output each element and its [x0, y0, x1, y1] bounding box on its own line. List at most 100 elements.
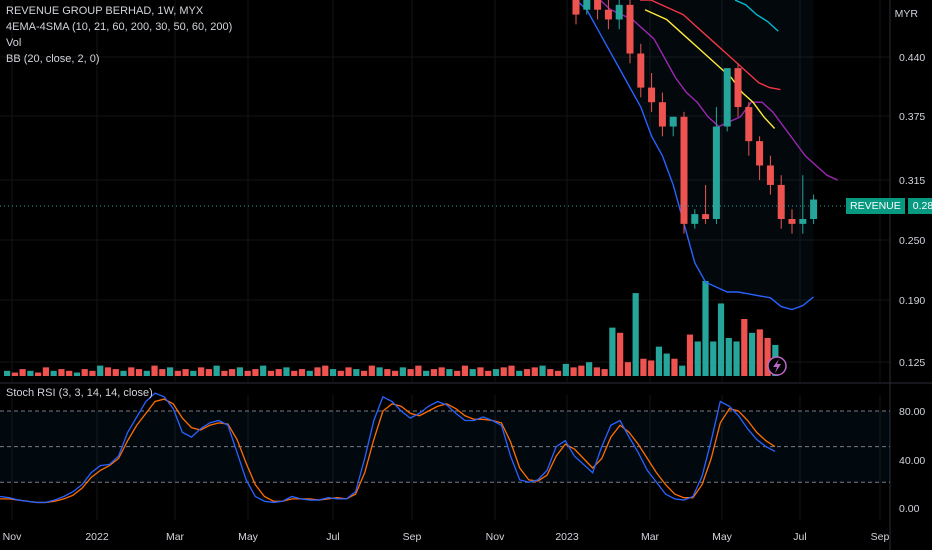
- stoch-rsi-legend[interactable]: Stoch RSI (3, 3, 14, 14, close): [6, 387, 153, 399]
- volume-bar: [89, 370, 96, 376]
- osc-tick-label: 0.00: [899, 503, 920, 515]
- volume-bar: [617, 332, 624, 376]
- volume-bar: [236, 367, 244, 376]
- stoch-d-line: [0, 398, 776, 504]
- volume-bar: [748, 332, 756, 376]
- time-tick-label: Jul: [793, 531, 806, 543]
- volume-bar: [97, 365, 104, 376]
- volume-bar: [42, 367, 50, 376]
- volume-bar: [19, 369, 26, 376]
- price-tick-label: 0.375: [899, 111, 925, 123]
- volume-bar: [314, 367, 321, 376]
- volume-bar: [174, 370, 181, 376]
- volume-bar: [663, 353, 670, 376]
- volume-bar: [35, 372, 42, 376]
- volume-bar: [415, 365, 422, 376]
- time-tick-label: Mar: [641, 531, 660, 543]
- volume-bar: [477, 367, 484, 376]
- volume-bar: [632, 293, 639, 376]
- volume-bar: [213, 365, 220, 376]
- volume-bar: [120, 370, 127, 376]
- candle-body: [745, 107, 753, 142]
- volume-bar: [27, 370, 34, 376]
- volume-bar: [461, 365, 469, 376]
- volume-bar: [586, 362, 593, 376]
- volume-bar: [252, 369, 259, 376]
- time-tick-label: Mar: [166, 531, 185, 543]
- volume-bar: [244, 370, 251, 376]
- volume-bar: [205, 369, 212, 376]
- candle-body: [788, 219, 796, 224]
- volume-bar: [143, 370, 150, 376]
- volume-bar: [523, 369, 531, 376]
- time-tick-label: 2022: [85, 531, 109, 543]
- volume-bar: [578, 365, 585, 376]
- volume-bar: [283, 367, 290, 376]
- osc-tick-label: 40.00: [899, 455, 925, 467]
- candle-body: [669, 116, 677, 127]
- volume-bar: [166, 367, 174, 376]
- volume-bar: [376, 367, 383, 376]
- volume-bar: [112, 369, 119, 376]
- candle-body: [702, 214, 710, 219]
- price-tick-label: 0.250: [899, 235, 925, 247]
- legend-vol[interactable]: Vol: [6, 37, 22, 49]
- volume-bar: [454, 370, 461, 376]
- time-tick-label: 2023: [555, 531, 579, 543]
- volume-bar: [353, 369, 360, 376]
- candle-body: [799, 219, 807, 224]
- volume-bar: [291, 370, 298, 376]
- candle-body: [777, 184, 785, 219]
- volume-bar: [725, 338, 732, 376]
- volume-bar: [322, 365, 329, 376]
- volume-bar: [717, 303, 725, 376]
- ema-red-line: [640, 0, 781, 91]
- legend-title[interactable]: REVENUE GROUP BERHAD, 1W, MYX: [6, 5, 204, 17]
- volume-bar: [368, 365, 375, 376]
- alert-icon[interactable]: [767, 356, 787, 376]
- volume-bar: [648, 360, 655, 376]
- volume-bar: [58, 369, 65, 376]
- volume-bar: [104, 367, 112, 376]
- volume-bar: [679, 365, 686, 376]
- volume-bar: [329, 369, 337, 376]
- volume-bar: [306, 370, 313, 376]
- volume-bar: [399, 367, 406, 376]
- volume-bar: [508, 365, 515, 376]
- price-tick-label: 0.125: [899, 357, 925, 369]
- axes: 0.440 0.375 0.315 0.250 0.190 0.125 80.00 40.00…: [0, 52, 925, 543]
- volume-bar: [640, 358, 647, 376]
- volume-bar: [384, 369, 391, 376]
- price-tick-label: 0.315: [899, 175, 925, 187]
- candle-body: [766, 165, 774, 185]
- last-price-tag: REVENUE 0.285: [846, 198, 932, 214]
- volume-bar: [260, 365, 267, 376]
- volume-bar: [593, 367, 600, 376]
- volume-bar: [423, 370, 430, 376]
- candle-body: [810, 199, 818, 219]
- candle-body: [594, 0, 602, 10]
- time-tick-label: Sep: [871, 531, 890, 543]
- volume-bar: [392, 370, 399, 376]
- stoch-rsi-pane: [0, 392, 890, 504]
- volume-bar: [229, 369, 236, 376]
- candle-body: [572, 0, 580, 15]
- volume-bar: [516, 370, 523, 376]
- candle-body: [626, 4, 634, 54]
- volume-bar: [407, 369, 414, 376]
- osc-tick-label: 80.00: [899, 406, 925, 418]
- candle-body: [658, 102, 666, 127]
- volume-bar: [221, 370, 228, 376]
- volume-bar: [128, 367, 135, 376]
- time-tick-label: Sep: [403, 531, 422, 543]
- volume-bar: [298, 369, 306, 376]
- volume-bar: [151, 365, 158, 376]
- volume-bar: [81, 369, 88, 376]
- legend-bb[interactable]: BB (20, close, 2, 0): [6, 53, 100, 65]
- time-tick-label: May: [712, 531, 733, 543]
- legend-ema[interactable]: 4EMA-4SMA (10, 21, 60, 200, 30, 50, 60, …: [6, 21, 233, 33]
- volume-bar: [159, 369, 166, 376]
- volume-bar: [50, 370, 57, 376]
- candle-body: [712, 126, 720, 219]
